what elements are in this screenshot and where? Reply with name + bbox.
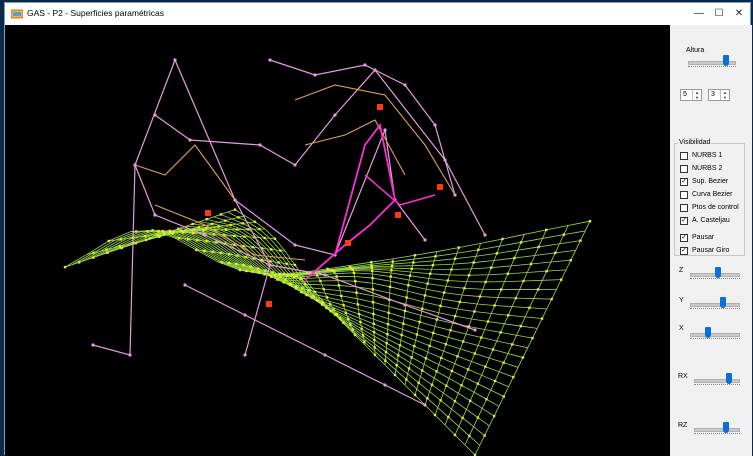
slider-thumb[interactable] [723,55,730,66]
minimize-button[interactable]: — [694,8,704,19]
casteljau-points [205,104,443,307]
checkbox-box[interactable]: ✓ [680,247,688,255]
spin-box-2[interactable]: 3 ▲ ▼ [708,89,730,101]
z-label: Z [679,267,684,274]
checkbox-box[interactable]: ✓ [680,178,688,186]
pausar-label: Pausar [692,234,715,241]
spin-arrows-icon[interactable]: ▲ ▼ [720,90,729,100]
title-bar[interactable]: GAS - P2 - Superficies paramétricas — ☐ … [5,3,750,25]
rz-slider[interactable] [694,422,740,436]
checkbox-label: NURBS 1 [692,152,723,159]
altura-label: Altura [686,47,705,54]
slider-thumb[interactable] [723,422,730,433]
maximize-button[interactable]: ☐ [714,8,724,19]
checkbox-label: Sup. Bezier [692,178,729,185]
x-label: X [679,325,684,332]
control-panel: Altura 5 ▲ ▼ 3 ▲ ▼ Visibilidad NURBS 1 NURB… [670,25,752,456]
checkbox-label: Ptos de control [692,204,739,211]
spin-box-1[interactable]: 5 ▲ ▼ [680,89,702,101]
slider-thumb[interactable] [725,373,732,384]
slider-thumb[interactable] [704,327,711,338]
z-slider[interactable] [690,267,740,281]
rz-label: RZ [678,422,688,429]
app-icon [11,9,23,19]
pausar-giro-label: Pausar Giro [692,247,730,254]
highlighted-curve [304,122,436,281]
rx-label: RX [678,373,688,380]
window-title: GAS - P2 - Superficies paramétricas [27,8,164,18]
spin-arrows-icon[interactable]: ▲ ▼ [692,90,701,100]
checkbox-box[interactable] [680,191,688,199]
checkbox-label: Curva Bezier [692,191,733,198]
slider-thumb[interactable] [719,297,726,308]
visibilidad-group: Visibilidad NURBS 1 NURBS 2 ✓ Sup. Bezier Cu… [674,139,745,256]
checkbox-box[interactable] [680,165,688,173]
spin-box-1-value: 5 [683,91,687,98]
checkbox-box[interactable]: ✓ [680,234,688,242]
checkbox-box[interactable] [680,152,688,160]
control-polygon [91,58,487,407]
visibilidad-legend: Visibilidad [678,139,712,146]
rx-slider[interactable] [694,373,740,387]
y-slider[interactable] [690,297,740,311]
x-slider[interactable] [690,327,740,341]
surface-points [63,208,592,456]
slider-thumb[interactable] [714,267,721,278]
checkbox-box[interactable] [680,204,688,212]
spin-box-2-value: 3 [711,91,715,98]
checkbox-label: A. Casteljau [692,217,730,224]
casteljau-lines [134,84,456,261]
application-window: GAS - P2 - Superficies paramétricas — ☐ … [4,2,752,456]
parametric-surface-render[interactable] [5,25,670,456]
checkbox-box[interactable]: ✓ [680,217,688,225]
checkbox-label: NURBS 2 [692,165,723,172]
bezier-surface-mesh [64,209,591,456]
y-label: Y [679,297,684,304]
3d-viewport[interactable] [5,25,670,456]
close-button[interactable]: ✕ [734,8,744,19]
altura-slider[interactable] [688,55,736,69]
